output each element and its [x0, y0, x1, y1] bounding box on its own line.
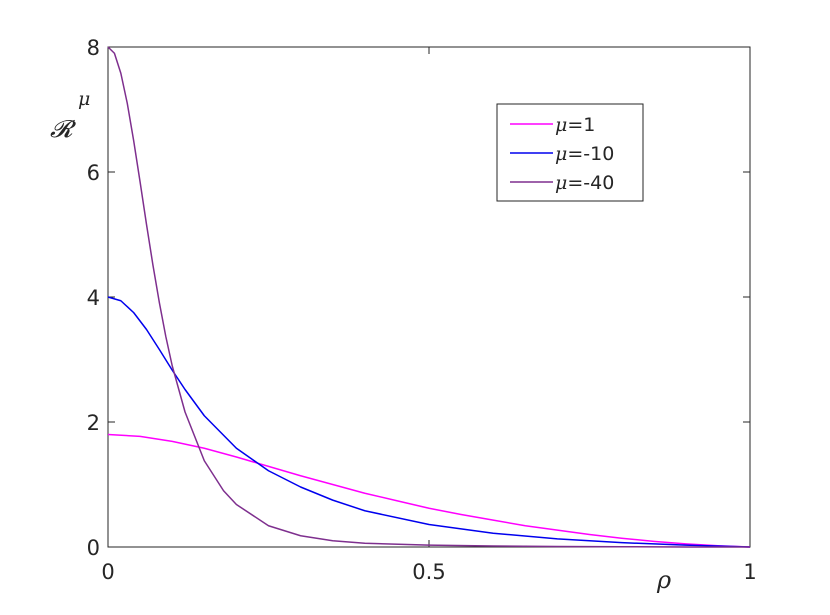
y-tick-label: 2 [87, 411, 100, 435]
legend-label-value: =-10 [567, 143, 614, 165]
legend-label-mu: μ [555, 114, 567, 136]
y-axis-label-main: 𝓡 [50, 115, 77, 143]
x-tick-label: 1 [743, 560, 756, 584]
x-tick-label: 0 [101, 560, 114, 584]
legend-label-mu: μ [555, 143, 567, 165]
legend-label-mu: μ [555, 172, 567, 194]
x-axis-label: ρ [656, 566, 671, 594]
legend-label: μ=1 [555, 114, 595, 136]
axis-ticks: 0 0.5 1 0 2 4 6 8 [87, 36, 757, 584]
series-line-2 [107, 296, 751, 548]
legend-label: μ=-10 [555, 143, 614, 165]
y-tick-label: 6 [87, 161, 100, 185]
y-axis-label: 𝓡 μ [50, 88, 90, 143]
plot-box [107, 46, 751, 548]
x-tick-label: 0.5 [412, 560, 445, 584]
series-line-1 [107, 433, 751, 548]
legend-label: μ=-40 [555, 172, 614, 194]
y-axis-label-subscript: μ [78, 88, 90, 110]
series-line-3 [107, 46, 751, 548]
legend-label-value: =1 [567, 114, 595, 136]
axes-frame [107, 46, 751, 548]
y-tick-label: 4 [87, 286, 100, 310]
y-tick-label: 0 [87, 536, 100, 560]
series-lines [107, 46, 751, 548]
legend: μ=1μ=-10μ=-40 [496, 103, 644, 202]
y-tick-label: 8 [87, 36, 100, 60]
legend-label-value: =-40 [567, 172, 614, 194]
